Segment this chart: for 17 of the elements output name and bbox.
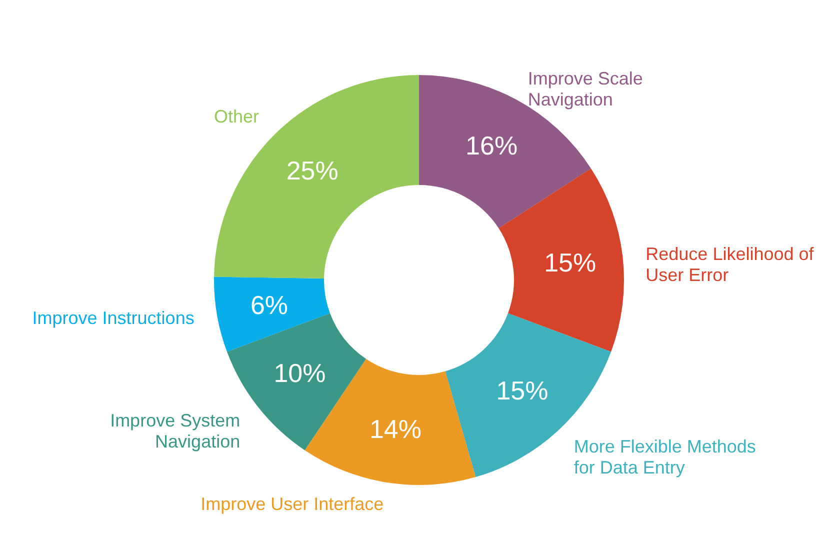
slice-label: Improve Instructions [32, 308, 194, 328]
data-label: 16% [466, 130, 518, 160]
slice-label: Other [214, 106, 260, 127]
slice-label: Improve System Navigation [110, 410, 240, 452]
data-label: 14% [369, 414, 422, 444]
slice-label: More Flexible Methods for Data Entry [574, 436, 756, 478]
slice-label: Improve Scale Navigation [528, 68, 643, 110]
data-label: 15% [496, 376, 548, 406]
data-label: 15% [544, 247, 596, 278]
donut-slice [214, 75, 419, 279]
data-label: 25% [286, 156, 338, 186]
data-label: 10% [274, 358, 326, 388]
data-label: 6% [250, 290, 288, 320]
donut-slice [498, 168, 624, 352]
slice-label: Improve User Interface [200, 494, 384, 514]
donut-slice [214, 276, 330, 352]
slice-label: Reduce Likelihood of User Error [646, 244, 815, 286]
